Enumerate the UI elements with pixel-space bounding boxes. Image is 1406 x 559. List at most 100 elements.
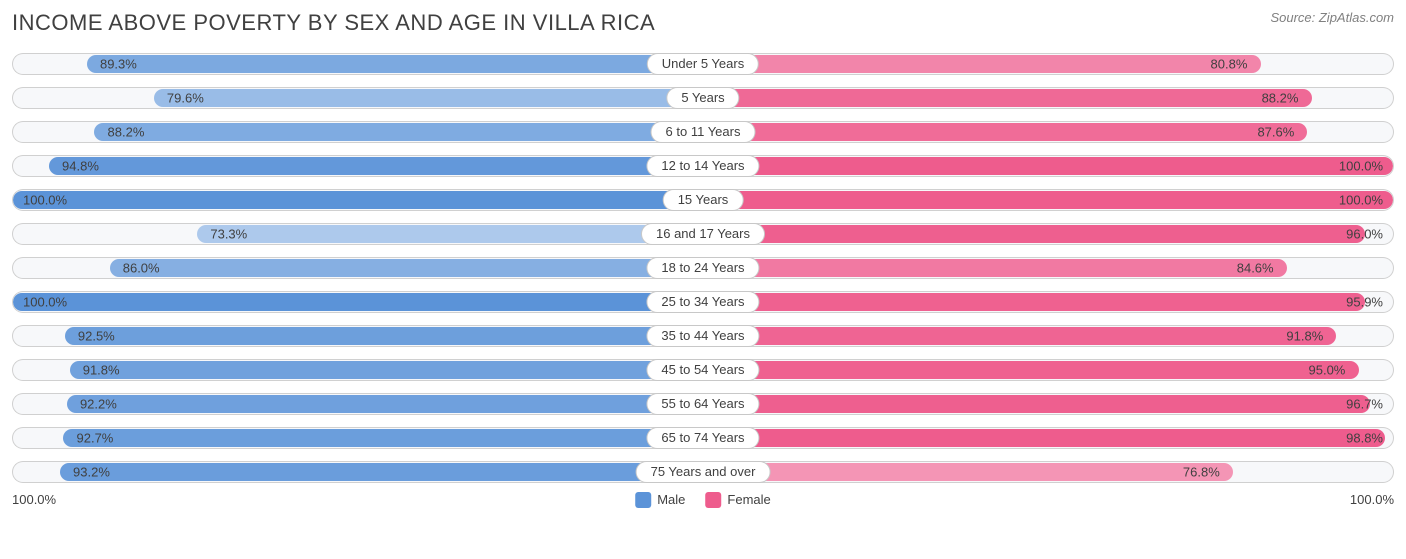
female-value: 91.8%	[1286, 329, 1323, 344]
female-bar	[703, 327, 1336, 345]
chart-row: 92.2% 96.7% 55 to 64 Years	[12, 390, 1394, 418]
male-bar	[65, 327, 703, 345]
female-track: 96.7%	[703, 393, 1394, 415]
female-bar	[703, 429, 1385, 447]
category-label: 6 to 11 Years	[651, 121, 756, 143]
male-bar	[13, 293, 703, 311]
female-bar	[703, 55, 1261, 73]
male-track: 100.0%	[12, 291, 703, 313]
male-track: 94.8%	[12, 155, 703, 177]
category-label: 15 Years	[663, 189, 744, 211]
male-bar	[110, 259, 703, 277]
male-bar	[60, 463, 703, 481]
male-track: 88.2%	[12, 121, 703, 143]
male-bar	[63, 429, 703, 447]
chart-row: 79.6% 88.2% 5 Years	[12, 84, 1394, 112]
category-label: 16 and 17 Years	[641, 223, 765, 245]
axis-left-label: 100.0%	[12, 492, 56, 507]
chart-row: 86.0% 84.6% 18 to 24 Years	[12, 254, 1394, 282]
male-bar	[154, 89, 703, 107]
category-label: 55 to 64 Years	[646, 393, 759, 415]
female-track: 96.0%	[703, 223, 1394, 245]
chart-row: 100.0%100.0%15 Years	[12, 186, 1394, 214]
chart-source: Source: ZipAtlas.com	[1270, 10, 1394, 25]
female-bar	[703, 293, 1365, 311]
legend-male-swatch	[635, 492, 651, 508]
female-value: 87.6%	[1257, 125, 1294, 140]
chart-row: 88.2% 87.6% 6 to 11 Years	[12, 118, 1394, 146]
female-value: 95.9%	[1346, 295, 1383, 310]
category-label: Under 5 Years	[647, 53, 759, 75]
axis-right-label: 100.0%	[1350, 492, 1394, 507]
male-track: 79.6%	[12, 87, 703, 109]
female-value: 84.6%	[1237, 261, 1274, 276]
female-value: 80.8%	[1211, 57, 1248, 72]
chart-row: 93.2% 76.8%75 Years and over	[12, 458, 1394, 486]
female-value: 88.2%	[1262, 91, 1299, 106]
female-track: 98.8%	[703, 427, 1394, 449]
female-track: 95.9%	[703, 291, 1394, 313]
female-bar	[703, 225, 1365, 243]
male-bar	[49, 157, 703, 175]
chart-row: 89.3% 80.8% Under 5 Years	[12, 50, 1394, 78]
female-bar	[703, 361, 1359, 379]
legend-female-label: Female	[727, 492, 770, 507]
male-bar	[13, 191, 703, 209]
female-track: 80.8%	[703, 53, 1394, 75]
male-track: 100.0%	[12, 189, 703, 211]
female-bar	[703, 463, 1233, 481]
female-track: 87.6%	[703, 121, 1394, 143]
female-value: 96.7%	[1346, 397, 1383, 412]
male-bar	[70, 361, 703, 379]
category-label: 45 to 54 Years	[646, 359, 759, 381]
chart-row: 100.0%95.9%25 to 34 Years	[12, 288, 1394, 316]
female-bar	[703, 191, 1393, 209]
legend-male-label: Male	[657, 492, 685, 507]
male-value: 73.3%	[210, 227, 247, 242]
male-value: 92.2%	[80, 397, 117, 412]
female-track: 100.0%	[703, 155, 1394, 177]
male-value: 94.8%	[62, 159, 99, 174]
chart-row: 92.7%98.8%65 to 74 Years	[12, 424, 1394, 452]
male-track: 93.2%	[12, 461, 703, 483]
category-label: 5 Years	[666, 87, 739, 109]
female-track: 76.8%	[703, 461, 1394, 483]
female-track: 88.2%	[703, 87, 1394, 109]
male-track: 86.0%	[12, 257, 703, 279]
female-bar	[703, 157, 1393, 175]
category-label: 75 Years and over	[636, 461, 771, 483]
legend-male: Male	[635, 492, 685, 508]
chart-row: 91.8% 95.0% 45 to 54 Years	[12, 356, 1394, 384]
male-value: 91.8%	[83, 363, 120, 378]
female-bar	[703, 89, 1312, 107]
chart-row: 92.5%91.8%35 to 44 Years	[12, 322, 1394, 350]
chart-rows: 89.3% 80.8% Under 5 Years 79.6% 88.2% 5 Years…	[12, 50, 1394, 486]
female-value: 95.0%	[1309, 363, 1346, 378]
male-value: 89.3%	[100, 57, 137, 72]
legend-female: Female	[705, 492, 770, 508]
legend-female-swatch	[705, 492, 721, 508]
female-value: 100.0%	[1339, 159, 1383, 174]
category-label: 12 to 14 Years	[646, 155, 759, 177]
female-track: 91.8%	[703, 325, 1394, 347]
male-bar	[94, 123, 703, 141]
category-label: 18 to 24 Years	[646, 257, 759, 279]
male-value: 92.5%	[78, 329, 115, 344]
chart-row: 94.8% 100.0% 12 to 14 Years	[12, 152, 1394, 180]
male-bar	[197, 225, 703, 243]
male-bar	[87, 55, 703, 73]
male-track: 92.5%	[12, 325, 703, 347]
male-value: 93.2%	[73, 465, 110, 480]
male-value: 88.2%	[108, 125, 145, 140]
female-value: 98.8%	[1346, 431, 1383, 446]
category-label: 65 to 74 Years	[646, 427, 759, 449]
female-bar	[703, 259, 1287, 277]
female-track: 100.0%	[703, 189, 1394, 211]
male-track: 92.2%	[12, 393, 703, 415]
male-track: 91.8%	[12, 359, 703, 381]
male-bar	[67, 395, 703, 413]
legend: Male Female	[635, 492, 771, 508]
male-value: 100.0%	[23, 193, 67, 208]
male-value: 86.0%	[123, 261, 160, 276]
chart-row: 73.3% 96.0%16 and 17 Years	[12, 220, 1394, 248]
